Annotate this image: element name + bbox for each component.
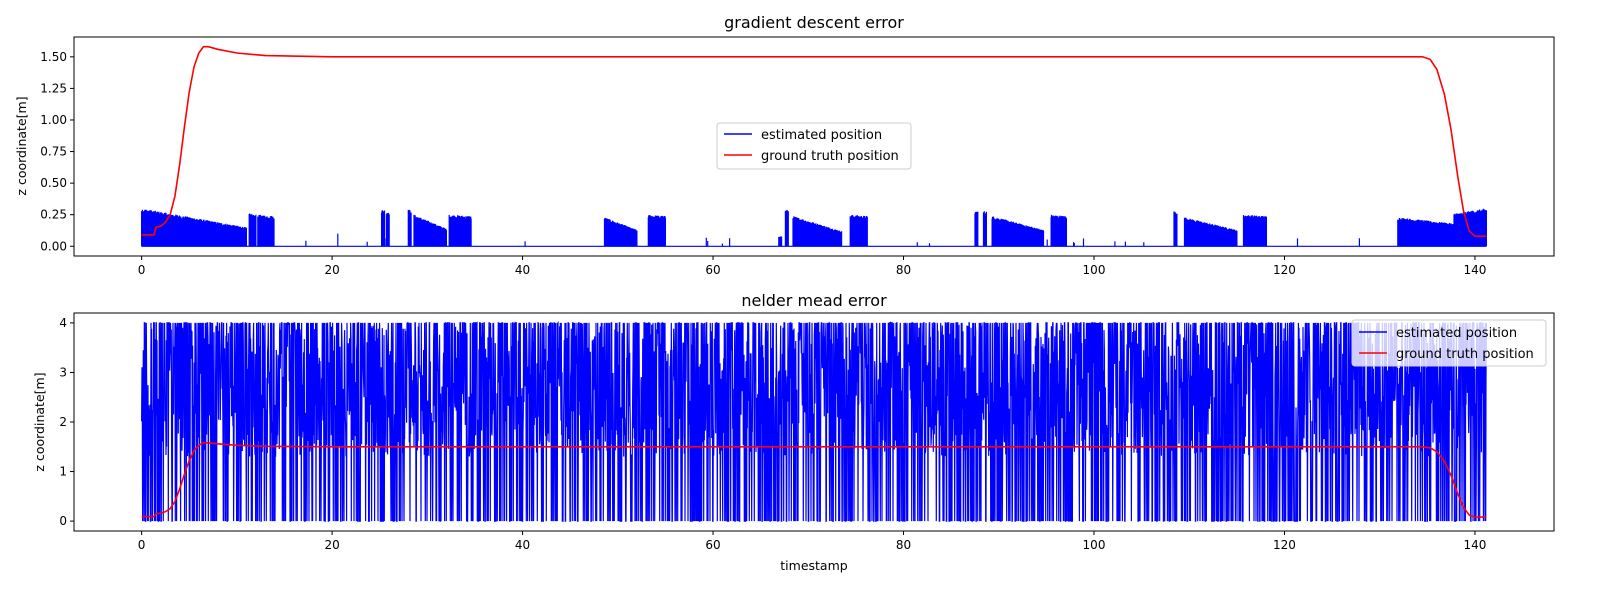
x-tick-label: 140: [1463, 263, 1486, 277]
legend-frame: [716, 122, 912, 170]
subplot-gradient-descent: gradient descent error 0 20 40 60 80 100 120 14…: [14, 13, 1555, 277]
series-line-ground-truth: [141, 442, 1487, 518]
y-tick-label: 0.50: [40, 176, 67, 190]
y-tick-label: 1.00: [40, 113, 67, 127]
legend-frame: [1351, 319, 1547, 367]
x-tick-label: 80: [896, 538, 911, 552]
legend-label-ground-truth: ground truth position: [1396, 347, 1534, 362]
chart-title: gradient descent error: [724, 13, 904, 32]
y-tick-label: 1.50: [40, 50, 67, 64]
x-tick-label: 40: [515, 538, 530, 552]
x-tick-label: 100: [1083, 263, 1106, 277]
x-tick-label: 80: [896, 263, 911, 277]
x-tick-label: 120: [1273, 538, 1296, 552]
x-tick-label: 60: [705, 263, 720, 277]
y-tick-label: 3: [59, 365, 67, 379]
legend-label-ground-truth: ground truth position: [761, 149, 899, 164]
x-tick-label: 0: [138, 538, 146, 552]
series-line-ground-truth: [141, 45, 1487, 237]
y-axis-label: z coordinate[m]: [32, 372, 47, 471]
x-axis-label: timestamp: [780, 558, 847, 573]
series-line-estimated: [141, 208, 1487, 247]
x-tick-label: 140: [1463, 538, 1486, 552]
y-tick-label: 0.75: [40, 145, 67, 159]
legend: estimated position ground truth position: [1351, 319, 1547, 367]
x-tick-label: 0: [138, 263, 146, 277]
y-tick-label: 1: [59, 465, 67, 479]
legend: estimated position ground truth position: [716, 122, 912, 170]
x-tick-label: 120: [1273, 263, 1296, 277]
y-tick-label: 1.25: [40, 81, 67, 95]
legend-label-estimated: estimated position: [1396, 326, 1517, 341]
subplot-nelder-mead: nelder mead error 0 20 40 60 80 100 120 140 0 1 2…: [32, 291, 1555, 573]
y-tick-label: 0: [59, 514, 67, 528]
chart-title: nelder mead error: [741, 291, 887, 310]
y-tick-label: 2: [59, 415, 67, 429]
x-tick-label: 20: [324, 263, 339, 277]
y-tick-label: 0.25: [40, 208, 67, 222]
plot-area: 0 20 40 60 80 100 120 140 0 1 2 3 4: [59, 312, 1555, 552]
y-axis-label: z coordinate[m]: [14, 96, 29, 195]
series-line-estimated: [141, 320, 1487, 522]
legend-label-estimated: estimated position: [761, 128, 882, 143]
x-tick-label: 60: [705, 538, 720, 552]
y-tick-label: 4: [59, 316, 67, 330]
x-tick-label: 40: [515, 263, 530, 277]
y-tick-label: 0.00: [40, 239, 67, 253]
x-tick-label: 100: [1083, 538, 1106, 552]
x-tick-label: 20: [324, 538, 339, 552]
